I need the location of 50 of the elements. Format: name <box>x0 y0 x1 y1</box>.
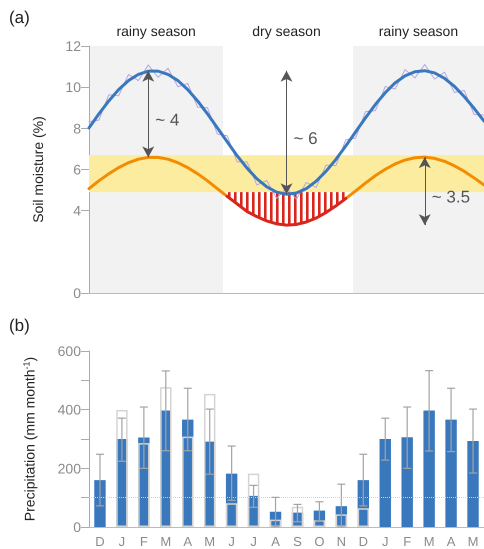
x-tick-label: F <box>140 534 148 549</box>
x-tick-label: M <box>424 534 435 549</box>
x-tick-label: D <box>358 534 368 549</box>
y-tick-label: 4 <box>73 202 82 219</box>
x-tick-label: M <box>160 534 172 549</box>
bar <box>270 520 282 527</box>
y-tick-label: 0 <box>73 519 82 535</box>
annotation: ~ 4 <box>155 110 180 130</box>
annotation: ~ 3.5 <box>432 188 470 207</box>
x-tick-label: A <box>446 534 456 549</box>
x-tick-label: N <box>336 534 346 549</box>
y-tick-label: 10 <box>65 79 82 96</box>
x-tick-label: M <box>204 534 216 549</box>
chart-title: (b) <box>9 316 30 335</box>
x-tick-label: J <box>118 534 126 549</box>
y-axis-title: Precipitation (mm month-1) <box>22 356 38 522</box>
bar <box>358 508 370 527</box>
y-tick-label: 600 <box>58 343 82 359</box>
x-tick-label: J <box>228 534 235 549</box>
chart-title: (a) <box>9 8 30 27</box>
x-tick-label: J <box>250 534 257 549</box>
bar <box>467 441 479 527</box>
text: dry season <box>252 23 321 39</box>
x-tick-label: M <box>468 534 478 549</box>
y-tick-label: 200 <box>58 460 82 476</box>
y-tick-label: 6 <box>73 162 82 178</box>
x-tick-label: F <box>403 534 412 549</box>
annotation: ~ 6 <box>294 128 318 148</box>
y-axis-title: Soil moisture (%) <box>30 116 46 223</box>
bar <box>226 503 238 527</box>
bar <box>423 410 435 527</box>
x-tick-label: A <box>183 534 192 549</box>
y-tick-label: 8 <box>73 120 82 136</box>
bar <box>94 480 106 527</box>
bar <box>380 439 391 527</box>
y-tick-label: 0 <box>73 285 82 301</box>
x-tick-label: S <box>293 534 302 549</box>
text: rainy season <box>116 23 196 39</box>
bar <box>292 506 304 527</box>
bar <box>445 420 457 527</box>
bar <box>401 437 413 527</box>
y-tick-label: 400 <box>58 402 82 418</box>
x-tick-label: D <box>95 534 105 549</box>
x-tick-label: O <box>314 534 324 549</box>
x-tick-label: A <box>271 534 280 549</box>
text: rainy season <box>378 23 458 39</box>
y-tick-label: 12 <box>65 38 82 54</box>
x-tick-label: J <box>382 534 388 549</box>
bar <box>336 514 348 527</box>
bar <box>314 520 326 527</box>
